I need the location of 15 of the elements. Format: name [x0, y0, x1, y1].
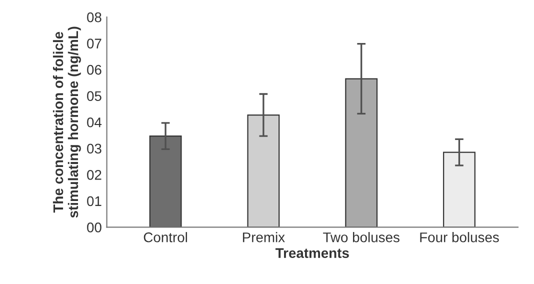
x-axis-title: Treatments [275, 248, 349, 258]
y-axis-title: The concentration of folicle stimulating hormone (ng/mL) [52, 26, 81, 218]
x-tick-label: Four boluses [420, 232, 499, 242]
x-tick-label: Two boluses [323, 232, 400, 242]
y-tick-label: 08 [87, 12, 102, 22]
y-tick-label: 01 [87, 196, 102, 206]
y-tick-label: 05 [87, 91, 102, 102]
y-tick-label: 03 [87, 144, 102, 154]
y-tick-label: 00 [87, 222, 102, 232]
y-tick-label: 06 [87, 64, 102, 75]
x-tick-label: Premix [242, 232, 285, 242]
y-tick-label: 02 [87, 170, 102, 180]
x-tick-label: Control [144, 232, 187, 242]
y-tick-label: 07 [87, 38, 102, 48]
y-tick-label: 04 [87, 117, 102, 128]
